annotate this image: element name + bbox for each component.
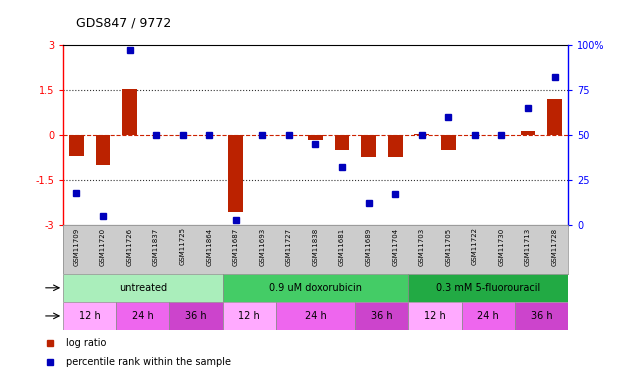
Bar: [521, 131, 535, 135]
Text: 36 h: 36 h: [531, 311, 552, 321]
Text: log ratio: log ratio: [66, 338, 107, 348]
Bar: [228, 135, 243, 212]
Bar: [335, 135, 350, 150]
Bar: [441, 135, 456, 150]
Bar: [96, 135, 110, 165]
Text: 24 h: 24 h: [132, 311, 154, 321]
Text: GSM11727: GSM11727: [286, 227, 292, 266]
Text: untreated: untreated: [119, 283, 167, 293]
Text: 0.3 mM 5-fluorouracil: 0.3 mM 5-fluorouracil: [436, 283, 540, 293]
Text: GSM11725: GSM11725: [180, 227, 186, 266]
Bar: [122, 88, 137, 135]
Text: GSM11864: GSM11864: [206, 227, 212, 266]
Bar: [515, 302, 568, 330]
Text: GSM11713: GSM11713: [525, 227, 531, 266]
Text: GSM11726: GSM11726: [127, 227, 133, 266]
Text: 12 h: 12 h: [79, 311, 100, 321]
Text: 36 h: 36 h: [371, 311, 392, 321]
Text: GSM11703: GSM11703: [419, 227, 425, 266]
Text: GSM11681: GSM11681: [339, 227, 345, 266]
Text: GSM11728: GSM11728: [551, 227, 558, 266]
Text: GSM11838: GSM11838: [312, 227, 319, 266]
Text: GSM11709: GSM11709: [73, 227, 80, 266]
Bar: [308, 135, 323, 140]
Bar: [408, 274, 568, 302]
Text: GSM11704: GSM11704: [392, 227, 398, 266]
Bar: [362, 135, 376, 157]
Text: 24 h: 24 h: [477, 311, 499, 321]
Text: percentile rank within the sample: percentile rank within the sample: [66, 357, 231, 367]
Text: 12 h: 12 h: [239, 311, 260, 321]
Bar: [223, 302, 276, 330]
Text: GSM11720: GSM11720: [100, 227, 106, 266]
Bar: [169, 302, 223, 330]
Bar: [408, 302, 462, 330]
Bar: [547, 99, 562, 135]
Text: GSM11705: GSM11705: [445, 227, 451, 266]
Bar: [388, 135, 403, 157]
Bar: [355, 302, 408, 330]
Bar: [462, 302, 515, 330]
Text: 12 h: 12 h: [424, 311, 446, 321]
Text: GSM11689: GSM11689: [365, 227, 372, 266]
Text: GSM11730: GSM11730: [498, 227, 504, 266]
Text: GDS847 / 9772: GDS847 / 9772: [76, 17, 171, 30]
Bar: [415, 134, 429, 135]
Bar: [116, 302, 169, 330]
Text: 24 h: 24 h: [305, 311, 326, 321]
Bar: [223, 274, 408, 302]
Text: 36 h: 36 h: [185, 311, 207, 321]
Bar: [276, 302, 355, 330]
Text: 0.9 uM doxorubicin: 0.9 uM doxorubicin: [269, 283, 362, 293]
Text: GSM11687: GSM11687: [233, 227, 239, 266]
Text: GSM11722: GSM11722: [472, 227, 478, 266]
Text: GSM11693: GSM11693: [259, 227, 266, 266]
Bar: [63, 302, 116, 330]
Bar: [63, 274, 223, 302]
Bar: [69, 135, 84, 156]
Text: GSM11837: GSM11837: [153, 227, 159, 266]
